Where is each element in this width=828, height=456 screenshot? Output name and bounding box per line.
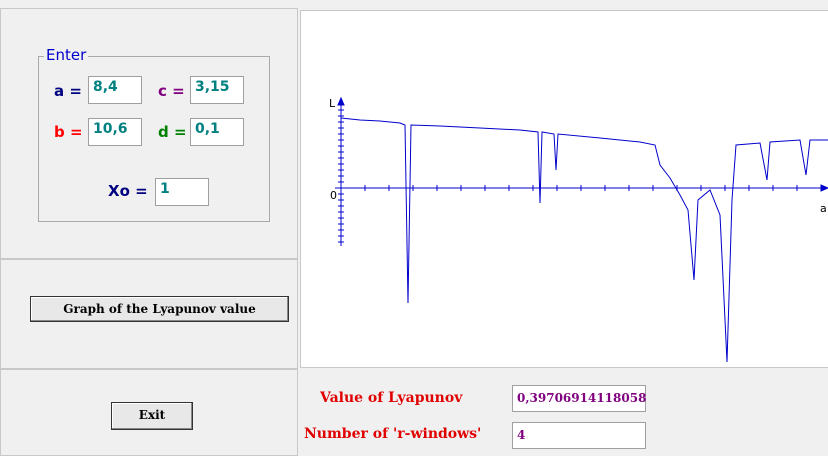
- group-box: [38, 56, 270, 222]
- label-c: c =: [158, 82, 185, 100]
- graph-button[interactable]: Graph of the Lyapunov value: [30, 296, 289, 322]
- label-d: d =: [158, 123, 187, 141]
- input-a[interactable]: 8,4: [88, 76, 142, 104]
- input-c[interactable]: 3,15: [190, 76, 244, 104]
- input-b[interactable]: 10,6: [88, 118, 142, 146]
- input-x0[interactable]: 1: [155, 178, 209, 206]
- label-a: a =: [54, 82, 82, 100]
- graph-area: L 0 a: [300, 10, 828, 368]
- group-title: Enter: [44, 46, 89, 64]
- y-axis-label: L: [329, 97, 336, 110]
- exit-button[interactable]: Exit: [111, 402, 193, 430]
- origin-label: 0: [330, 189, 337, 202]
- input-panel: [0, 8, 298, 260]
- axes: [335, 96, 828, 246]
- lyapunov-curve: [340, 117, 828, 363]
- result-value: 4: [512, 422, 646, 449]
- label-x0: Xo =: [108, 182, 148, 200]
- x-axis-label: a: [820, 202, 827, 215]
- button-panel: [0, 258, 298, 370]
- input-d[interactable]: 0,1: [190, 118, 244, 146]
- graph-background: [300, 10, 828, 368]
- result-label: Number of 'r-windows': [304, 426, 482, 442]
- label-b: b =: [54, 123, 83, 141]
- result-label: Value of Lyapunov: [320, 390, 463, 406]
- result-value: 0,39706914118058: [512, 385, 646, 412]
